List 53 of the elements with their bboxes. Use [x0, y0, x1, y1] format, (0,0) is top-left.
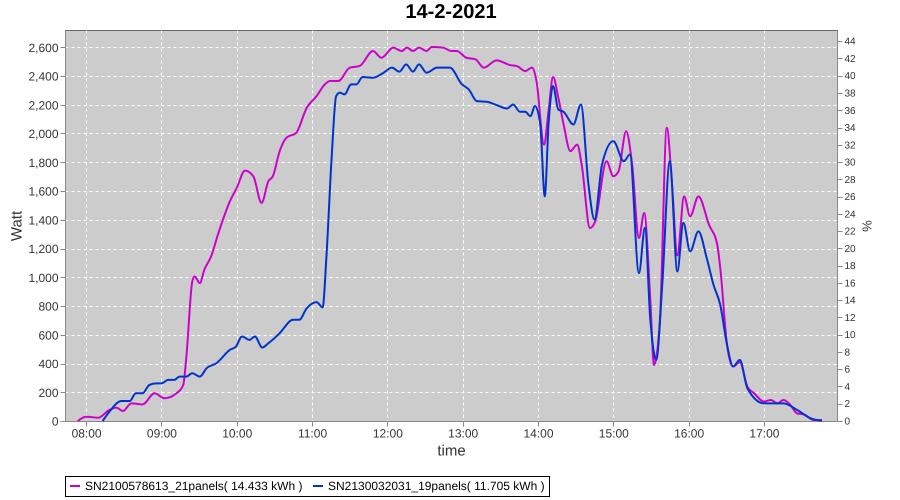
y2-tick-label: 4: [844, 382, 850, 393]
y2-tick-label: 44: [844, 36, 856, 48]
y-tick-label: 2,000: [28, 127, 59, 141]
y-tick-label: 600: [38, 328, 59, 342]
legend-label: SN2130032031_19panels( 11.705 kWh ): [328, 479, 545, 493]
x-tick-label: 11:00: [298, 426, 328, 440]
y-tick-label: 2,400: [28, 70, 59, 84]
y2-tick-label: 0: [844, 416, 850, 428]
x-tick-label: 17:00: [749, 426, 780, 440]
y-tick-label: 800: [38, 300, 59, 314]
chart-title: 14-2-2021: [405, 1, 497, 23]
y2-tick-label: 2: [844, 399, 850, 410]
y2-tick-label: 16: [844, 278, 856, 290]
y2-tick-label: 18: [844, 261, 856, 272]
x-tick-label: 10:00: [222, 426, 253, 440]
y2-tick-label: 36: [844, 106, 856, 117]
y-tick-label: 1,200: [28, 242, 59, 256]
y-tick-label: 2,600: [28, 40, 59, 55]
y2-tick-label: 22: [844, 226, 856, 238]
y-axis-title: Watt: [8, 210, 26, 242]
y2-tick-label: 8: [844, 347, 850, 358]
x-axis-title: time: [437, 442, 466, 460]
y2-tick-label: 28: [844, 174, 856, 186]
y2-tick-label: 40: [844, 71, 856, 82]
y-tick-label: 1,800: [28, 156, 59, 170]
y2-tick-label: 20: [844, 244, 856, 255]
y-tick-label: 400: [38, 357, 59, 371]
x-tick-label: 09:00: [146, 426, 178, 440]
y2-tick-label: 10: [844, 330, 856, 342]
y-tick-label: 1,400: [28, 213, 59, 228]
y2-tick-label: 14: [844, 296, 856, 307]
y-tick-label: 2,200: [28, 98, 59, 112]
y2-tick-label: 6: [844, 364, 850, 376]
y2-axis-title: %: [860, 220, 875, 232]
y2-tick-label: 34: [844, 123, 856, 134]
x-tick-label: 08:00: [72, 426, 102, 440]
y2-tick-label: 30: [844, 158, 856, 169]
y2-tick-label: 24: [844, 209, 856, 220]
x-tick-label: 14:00: [523, 426, 554, 440]
legend-label: SN2100578613_21panels( 14.433 kWh ): [85, 479, 302, 493]
y-tick-label: 1,600: [28, 184, 59, 198]
y2-tick-label: 38: [844, 88, 856, 100]
y2-tick-label: 12: [844, 312, 856, 324]
y-tick-label: 1,000: [28, 270, 59, 285]
x-tick-label: 16:00: [674, 426, 704, 440]
x-tick-label: 15:00: [598, 426, 630, 440]
y-tick-label: 200: [38, 386, 59, 400]
y2-tick-label: 42: [844, 54, 856, 65]
y2-tick-label: 32: [844, 140, 856, 152]
y2-tick-label: 26: [844, 192, 856, 204]
x-tick-label: 12:00: [372, 426, 404, 440]
x-tick-label: 13:00: [448, 426, 479, 440]
y-tick-label: 0: [52, 414, 59, 428]
